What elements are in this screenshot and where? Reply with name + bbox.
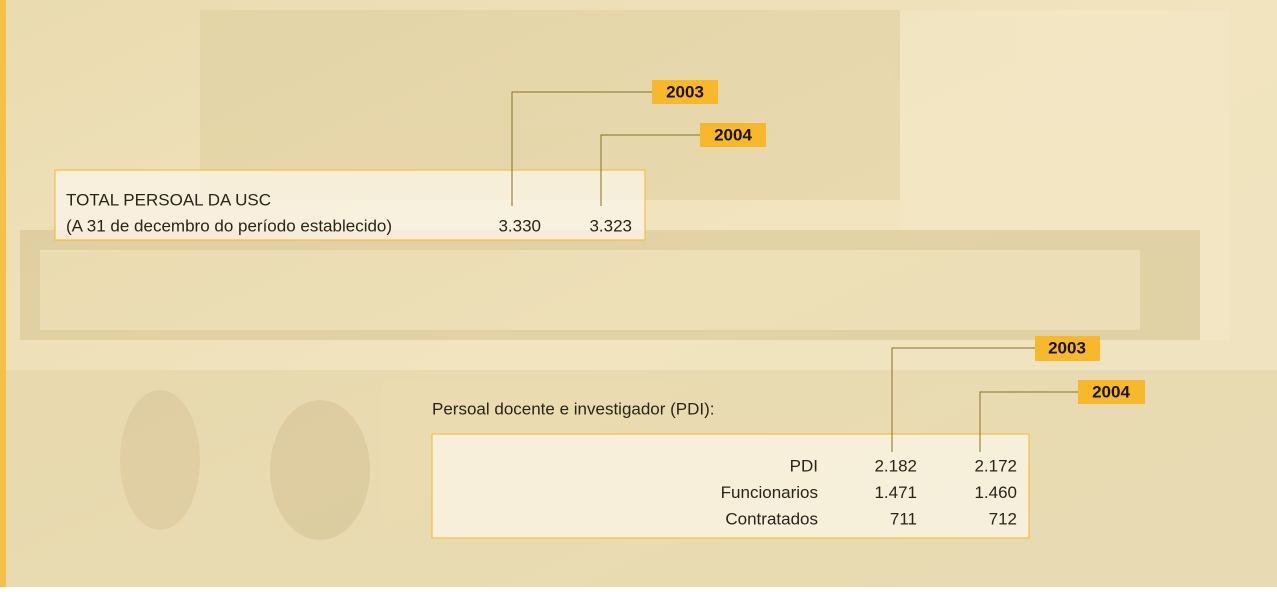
row-value: 2.172 xyxy=(974,456,1017,475)
row-label: Contratados xyxy=(725,509,818,528)
total-value: 3.323 xyxy=(589,216,632,235)
row-label: Funcionarios xyxy=(721,483,818,502)
year-label: 2004 xyxy=(1092,382,1130,401)
page: 2003 2004 TOTAL PERSOAL DA USC (A 31 de … xyxy=(0,0,1277,587)
year-label: 2004 xyxy=(714,125,752,144)
year-label: 2003 xyxy=(1048,338,1086,357)
row-label: PDI xyxy=(790,456,818,475)
total-subtitle: (A 31 de decembro do período establecido… xyxy=(66,216,392,235)
year-label: 2003 xyxy=(666,82,704,101)
row-value: 1.460 xyxy=(974,483,1017,502)
row-value: 711 xyxy=(890,509,917,528)
row-value: 1.471 xyxy=(874,483,917,502)
row-value: 2.182 xyxy=(874,456,917,475)
side-stripe xyxy=(0,0,6,587)
row-value: 712 xyxy=(989,509,1017,528)
total-value: 3.330 xyxy=(498,216,541,235)
total-title: TOTAL PERSOAL DA USC xyxy=(66,190,271,209)
pdi-heading: Persoal docente e investigador (PDI): xyxy=(432,399,715,418)
